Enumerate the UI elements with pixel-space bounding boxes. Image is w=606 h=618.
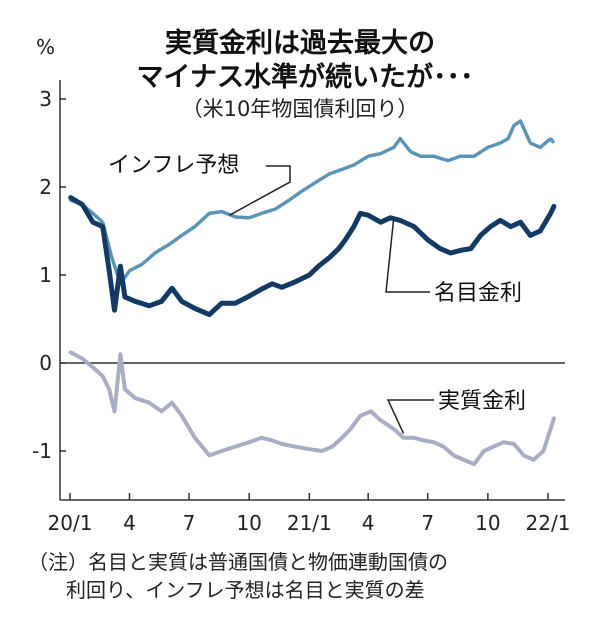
- y-unit-label: %: [36, 35, 55, 59]
- y-tick-label: 0: [39, 351, 52, 375]
- chart-title-line1: 実質金利は過去最大の: [165, 27, 435, 59]
- x-tick-label: 21/1: [287, 511, 332, 535]
- series-label-inflation: インフレ予想: [108, 153, 239, 178]
- x-tick-label: 22/1: [526, 511, 571, 535]
- y-tick-label: 2: [39, 175, 52, 199]
- series-line-real: [68, 350, 556, 467]
- series-line-inflation: [68, 119, 556, 286]
- real-label-leader: [386, 399, 434, 434]
- footnote-line-1: （注）名目と実質は普通国債と物価連動国債の: [28, 550, 448, 574]
- series-label-nominal: 名目金利: [434, 281, 522, 306]
- x-tick-label: 10: [475, 511, 500, 535]
- x-tick-label: 7: [183, 511, 196, 535]
- chart-subtitle: （米10年物国債利回り）: [182, 97, 419, 121]
- y-tick-label: 1: [39, 263, 52, 287]
- series-label-real: 実質金利: [438, 389, 526, 414]
- y-tick-label: -1: [32, 439, 52, 463]
- chart-title-line2: マイナス水準が続いたが･･･: [137, 61, 474, 93]
- y-tick-label: 3: [39, 87, 52, 111]
- inflation-label-leader: [229, 165, 291, 216]
- x-tick-label: 10: [236, 511, 261, 535]
- nominal-label-leader: [385, 218, 430, 293]
- x-tick-label: 4: [362, 511, 375, 535]
- x-tick-label: 4: [123, 511, 136, 535]
- x-tick-label: 20/1: [48, 511, 93, 535]
- footnote: （注）名目と実質は普通国債と物価連動国債の 利回り、インフレ予想は名目と実質の差: [28, 548, 598, 604]
- footnote-line-2: 利回り、インフレ予想は名目と実質の差: [66, 578, 425, 602]
- x-tick-label: 7: [421, 511, 434, 535]
- series-line-nominal: [68, 195, 557, 318]
